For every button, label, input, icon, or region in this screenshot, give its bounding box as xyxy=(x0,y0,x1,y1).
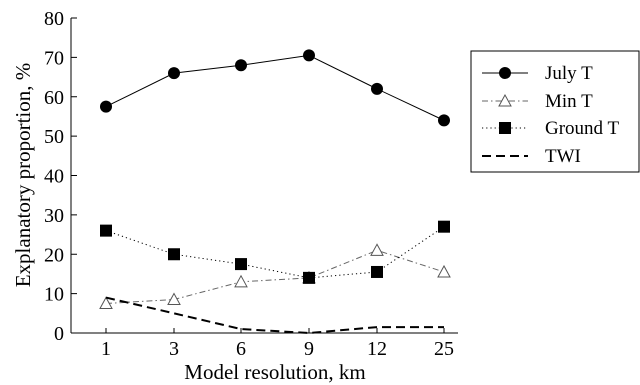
data-point xyxy=(234,274,248,288)
axes xyxy=(70,18,458,334)
data-point xyxy=(437,264,451,278)
y-tick-label: 80 xyxy=(44,8,64,30)
series-min-t xyxy=(99,243,451,309)
series-layer xyxy=(99,49,451,335)
data-point xyxy=(371,82,383,95)
legend-label: Ground T xyxy=(545,118,619,139)
data-point xyxy=(99,296,113,309)
y-tick-label: 20 xyxy=(44,244,64,266)
legend-label: TWI xyxy=(545,146,581,167)
data-point xyxy=(303,49,315,62)
legend-marker xyxy=(498,93,512,107)
data-point xyxy=(235,59,247,72)
x-tick-label: 12 xyxy=(367,338,387,360)
legend-item: July T xyxy=(482,63,593,84)
series-july-t xyxy=(100,49,450,127)
data-point xyxy=(100,100,112,113)
data-point xyxy=(168,67,180,80)
y-tick-label: 0 xyxy=(54,323,64,345)
legend-marker xyxy=(499,67,511,79)
legend-item: Min T xyxy=(482,91,593,112)
y-tick-label: 50 xyxy=(44,126,64,148)
data-point xyxy=(438,220,450,233)
legend-label: Min T xyxy=(545,91,593,112)
legend-items: July T Min T Ground T TWI xyxy=(482,63,619,167)
data-point xyxy=(303,271,315,284)
y-tick-label: 60 xyxy=(44,87,64,109)
data-point xyxy=(168,248,180,261)
y-tick-label: 40 xyxy=(44,166,64,188)
series-line xyxy=(105,249,445,304)
x-tick-label: 3 xyxy=(169,338,179,360)
y-tick-label: 30 xyxy=(44,205,64,227)
data-point xyxy=(370,243,384,256)
x-axis-title: Model resolution, km xyxy=(184,360,365,384)
x-tick-label: 9 xyxy=(304,338,314,360)
data-point xyxy=(235,258,247,271)
x-tick-label: 25 xyxy=(434,338,454,360)
data-point xyxy=(100,224,112,237)
x-tick-label: 6 xyxy=(236,338,246,360)
y-ticks: 0 10 20 30 40 50 60 70 80 xyxy=(44,8,77,345)
data-point xyxy=(438,114,450,127)
legend-box xyxy=(470,50,640,173)
legend-label: July T xyxy=(545,63,593,84)
y-tick-label: 70 xyxy=(44,47,64,69)
y-tick-label: 10 xyxy=(44,284,64,306)
series-line xyxy=(105,296,444,335)
legend-item: Ground T xyxy=(482,118,619,139)
series-ground-t xyxy=(100,220,450,284)
legend: July T Min T Ground T TWI xyxy=(470,50,640,173)
series-line xyxy=(105,226,445,279)
series-line xyxy=(105,54,445,121)
data-point xyxy=(371,265,383,278)
y-axis-title: Explanatory proportion, % xyxy=(11,63,35,288)
data-point xyxy=(167,292,181,306)
legend-marker xyxy=(499,122,511,134)
x-ticks: 1 3 6 9 12 25 xyxy=(101,328,454,360)
series-twi xyxy=(105,296,444,335)
x-tick-label: 1 xyxy=(101,338,111,360)
legend-item: TWI xyxy=(482,146,581,167)
